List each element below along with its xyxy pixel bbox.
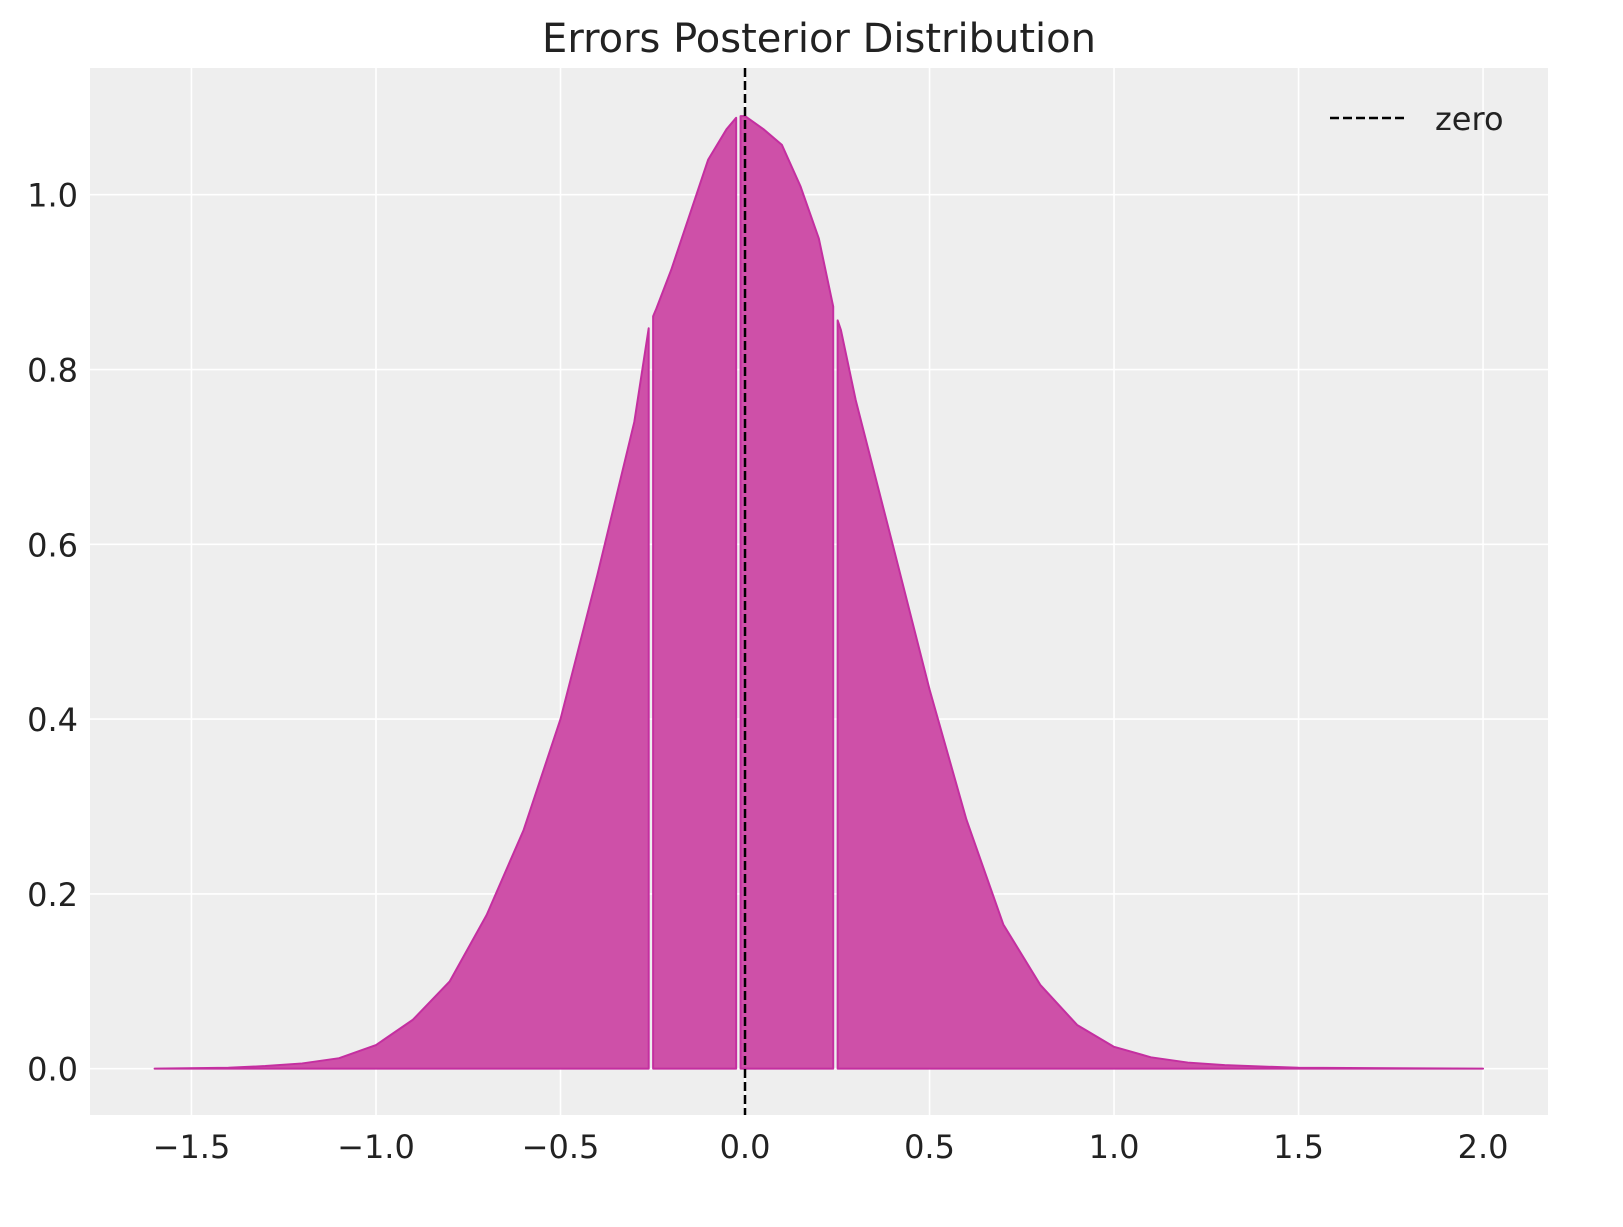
density-segment xyxy=(153,327,650,1070)
x-tick-label: −0.5 xyxy=(522,1128,600,1166)
x-axis: −1.5 −1.0 −0.5 0.0 0.5 1.0 1.5 2.0 xyxy=(153,1128,1509,1166)
x-tick-label: 0.5 xyxy=(904,1128,955,1166)
x-tick-label: 1.5 xyxy=(1273,1128,1324,1166)
density-areas xyxy=(153,115,1485,1070)
y-axis: 0.0 0.2 0.4 0.6 0.8 1.0 xyxy=(27,177,78,1089)
x-tick-label: 2.0 xyxy=(1458,1128,1509,1166)
legend: zero xyxy=(1330,100,1504,138)
y-tick-label: 0.2 xyxy=(27,876,78,914)
y-tick-label: 0.0 xyxy=(27,1051,78,1089)
x-tick-label: −1.5 xyxy=(153,1128,231,1166)
y-tick-label: 1.0 xyxy=(27,177,78,215)
y-tick-label: 0.6 xyxy=(27,526,78,564)
x-tick-label: 1.0 xyxy=(1089,1128,1140,1166)
y-tick-label: 0.8 xyxy=(27,352,78,390)
legend-label-zero: zero xyxy=(1435,100,1504,138)
density-segment xyxy=(652,116,738,1070)
y-tick-label: 0.4 xyxy=(27,701,78,739)
chart-title: Errors Posterior Distribution xyxy=(542,16,1096,62)
x-tick-label: 0.0 xyxy=(720,1128,771,1166)
x-tick-label: −1.0 xyxy=(337,1128,415,1166)
density-segment xyxy=(739,115,835,1070)
density-segment xyxy=(836,319,1485,1070)
